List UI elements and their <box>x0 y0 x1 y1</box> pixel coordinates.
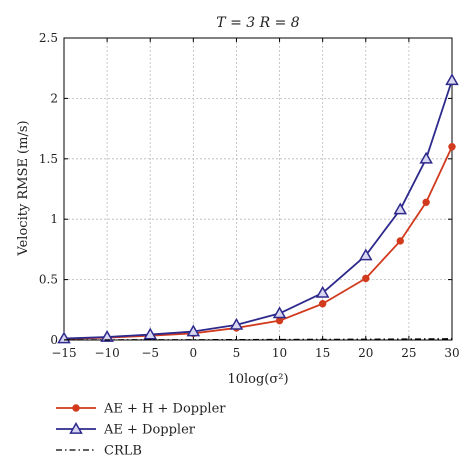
y-tick-label: 2.5 <box>39 31 58 45</box>
legend-label: AE + Doppler <box>103 423 196 438</box>
x-tick-label: 5 <box>233 346 241 360</box>
series-ae-doppler <box>57 73 459 344</box>
y-tick-label: 1 <box>50 212 58 226</box>
x-tick-label: 20 <box>358 346 373 360</box>
data-point <box>358 248 373 261</box>
grid <box>64 38 452 340</box>
data-point <box>272 306 287 319</box>
y-tick-label: 0.5 <box>39 273 58 287</box>
legend: AE + H + Doppler AE + Doppler CRLB <box>56 402 226 459</box>
x-tick-label: −5 <box>141 346 159 360</box>
y-axis-label: Velocity RMSE (m/s) <box>16 120 31 256</box>
data-point <box>396 237 404 245</box>
data-point <box>275 316 284 325</box>
chart-title: T = 3 R = 8 <box>216 15 299 31</box>
series-line <box>63 79 453 340</box>
data-point <box>143 327 158 340</box>
legend-label: CRLB <box>104 444 142 459</box>
data-point <box>393 202 408 215</box>
series-ae-h-doppler <box>60 143 456 343</box>
x-tick-label: 25 <box>401 346 416 360</box>
x-tick-label: −15 <box>51 346 76 360</box>
legend-marker <box>69 421 83 434</box>
data-point <box>229 317 244 330</box>
x-tick-label: 0 <box>190 346 198 360</box>
x-tick-label: 30 <box>444 346 459 360</box>
data-point <box>422 198 430 206</box>
series-line <box>64 338 453 341</box>
legend-item: AE + Doppler <box>56 421 196 438</box>
x-tick-label: −10 <box>94 346 119 360</box>
x-tick-label: 15 <box>315 346 330 360</box>
data-point <box>315 285 330 298</box>
data-point <box>318 300 327 308</box>
data-point <box>445 73 459 86</box>
legend-label: AE + H + Doppler <box>103 402 226 417</box>
series-crlb <box>64 338 453 341</box>
data-point <box>419 151 433 164</box>
x-tick-label: 10 <box>272 346 287 360</box>
y-tick-label: 0 <box>50 333 58 347</box>
plot-frame <box>63 37 453 341</box>
data-point <box>100 329 114 342</box>
legend-marker <box>72 404 80 412</box>
series-group <box>57 73 459 344</box>
data-point <box>362 274 370 283</box>
y-tick-label: 1.5 <box>39 152 58 166</box>
axis-ticks: −15 −10 −5 0 5 10 15 20 25 30 0 0.5 1 1.5 2 2.5 <box>39 31 460 360</box>
data-point <box>186 324 201 337</box>
x-axis-label: 10log(σ²) <box>227 372 288 387</box>
series-line <box>63 146 453 340</box>
legend-item: AE + H + Doppler <box>56 402 226 417</box>
legend-item: CRLB <box>56 444 142 459</box>
data-point <box>448 143 456 151</box>
y-tick-label: 2 <box>50 91 58 105</box>
